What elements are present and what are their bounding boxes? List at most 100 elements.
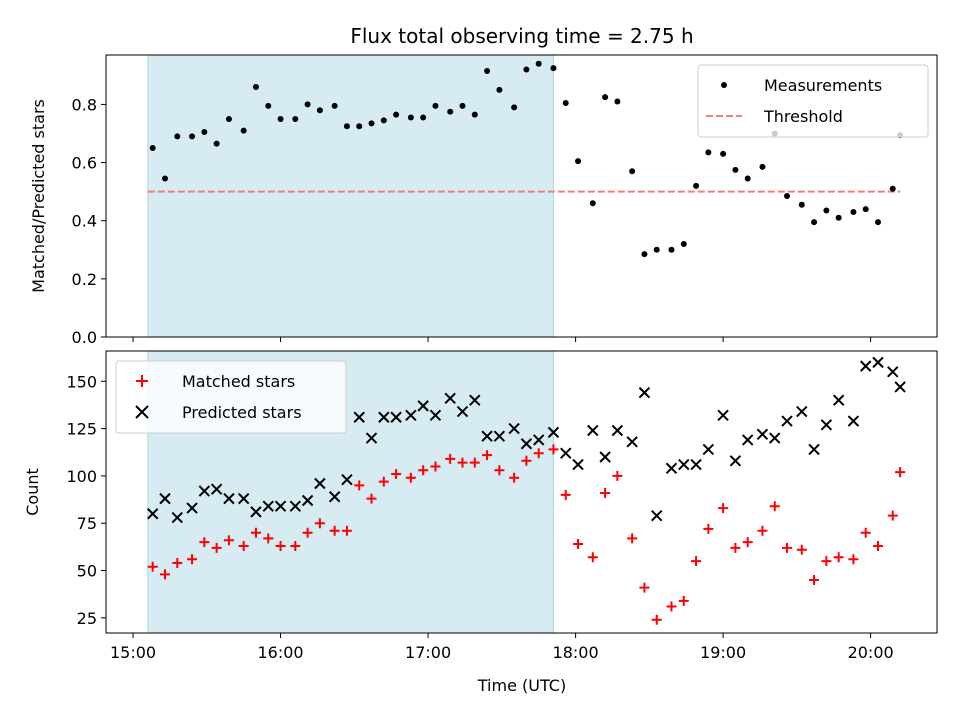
data-point: [887, 510, 898, 521]
data-point: [665, 462, 678, 475]
data-point: [653, 246, 660, 253]
data-point: [393, 111, 400, 118]
data-point: [887, 366, 899, 378]
data-point: [417, 400, 429, 412]
x-tick-label: 16:00: [258, 643, 304, 662]
data-point: [732, 166, 739, 173]
y-tick-label: 0.4: [72, 212, 97, 231]
data-point: [172, 557, 183, 568]
data-point: [304, 101, 311, 108]
data-point: [407, 114, 414, 121]
data-point: [796, 544, 807, 555]
data-point: [162, 175, 169, 182]
y-tick-label: 25: [77, 609, 97, 628]
data-point: [589, 200, 596, 207]
data-point: [328, 491, 341, 503]
data-point: [744, 175, 751, 182]
data-point: [418, 465, 429, 476]
data-point: [823, 207, 830, 214]
x-tick-label: 15:00: [110, 643, 156, 662]
data-point: [572, 458, 584, 471]
data-point: [821, 556, 832, 567]
data-point: [484, 67, 491, 74]
data-point: [629, 168, 636, 175]
data-point: [835, 214, 842, 221]
data-point: [447, 108, 454, 115]
data-point: [895, 467, 906, 478]
data-point: [547, 426, 560, 439]
data-point: [275, 540, 286, 551]
data-point: [265, 102, 272, 109]
data-point: [798, 201, 805, 208]
data-point: [213, 140, 220, 147]
data-point: [641, 251, 648, 258]
data-point: [366, 493, 377, 504]
legend-marker: [135, 405, 149, 419]
data-point: [210, 483, 223, 495]
data-point: [862, 206, 869, 213]
data-point: [391, 469, 402, 480]
data-point: [174, 133, 181, 140]
data-point: [149, 145, 156, 152]
y-tick-label: 0.6: [72, 154, 97, 173]
data-point: [289, 500, 302, 512]
data-point: [693, 182, 700, 189]
data-point: [894, 381, 906, 393]
data-point: [469, 457, 480, 468]
data-point: [343, 123, 350, 130]
data-point: [430, 461, 441, 472]
data-point: [147, 508, 159, 520]
data-point: [198, 485, 211, 497]
data-point: [378, 476, 389, 487]
data-point: [859, 360, 872, 372]
y-tick-label: 75: [77, 514, 97, 533]
data-point: [481, 430, 493, 442]
data-point: [889, 185, 896, 192]
data-point: [171, 511, 184, 524]
data-point: [354, 480, 365, 491]
legend-label: Matched stars: [182, 372, 295, 391]
data-point: [759, 163, 766, 170]
data-point: [560, 447, 572, 459]
data-point: [469, 394, 481, 406]
data-point: [668, 246, 675, 253]
data-point: [850, 208, 857, 215]
data-point: [405, 409, 417, 422]
data-point: [639, 582, 650, 593]
series-measurements: [149, 60, 904, 258]
data-point: [651, 614, 662, 625]
data-point: [493, 430, 506, 442]
data-point: [587, 552, 598, 563]
data-point: [730, 542, 741, 553]
bottom-panel: 25 50 75 100 125 150 15:00 16:00 17:00 18:00 19:00…: [23, 350, 938, 662]
data-point: [201, 129, 208, 136]
data-point: [316, 107, 323, 114]
data-point: [820, 419, 833, 431]
legend-label: Predicted stars: [182, 403, 302, 422]
data-point: [432, 102, 439, 109]
data-point: [250, 506, 262, 518]
data-point: [314, 518, 325, 529]
y-axis-title: Matched/Predicted stars: [29, 99, 48, 293]
shaded-observing-region: [147, 54, 554, 338]
data-point: [614, 98, 621, 105]
data-point: [189, 133, 196, 140]
legend-marker: [136, 375, 148, 387]
data-point: [457, 457, 468, 468]
top-panel: 0.0 0.2 0.4 0.6 0.8 Matched/Predicted stars Me…: [29, 54, 938, 347]
data-point: [482, 450, 493, 461]
data-point: [274, 500, 287, 512]
y-tick-label: 125: [66, 420, 97, 439]
x-tick-label: 17:00: [405, 643, 451, 662]
data-point: [240, 127, 247, 134]
data-point: [651, 509, 663, 522]
data-point: [718, 503, 729, 514]
data-point: [562, 99, 569, 106]
chart-title: Flux total observing time = 2.75 h: [350, 24, 693, 48]
x-tick-label: 18:00: [553, 643, 599, 662]
data-point: [341, 525, 352, 536]
data-point: [277, 115, 284, 122]
data-point: [809, 575, 820, 586]
y-tick-label: 0.0: [72, 328, 97, 347]
data-point: [445, 453, 456, 464]
